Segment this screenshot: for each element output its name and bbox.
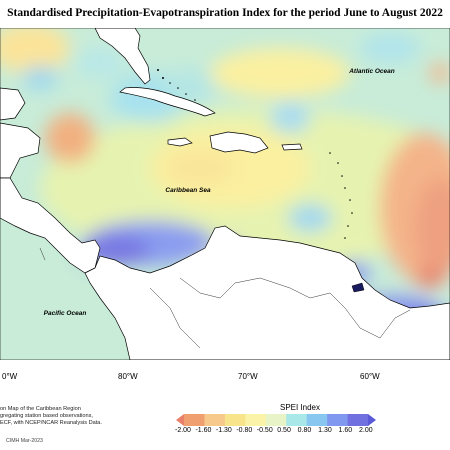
legend-swatch	[347, 414, 369, 426]
legend-swatch-low	[176, 414, 184, 426]
florida-landmass	[94, 28, 151, 85]
legend-swatch	[306, 414, 328, 426]
legend-swatch	[245, 414, 267, 426]
credit-text: CIMH Mar-2023	[6, 438, 43, 444]
pacific-ocean-label: Pacific Ocean	[44, 310, 87, 317]
legend-title: SPEI Index	[279, 403, 321, 412]
legend-tick-label: 1.60	[338, 427, 353, 434]
legend-tick-label: -1.30	[215, 427, 232, 434]
legend-swatch-high	[368, 414, 376, 426]
legend-tick-label: -2.00	[175, 427, 191, 434]
cuba-landmass	[119, 87, 216, 117]
central-america-isthmus	[0, 177, 101, 274]
atlantic-ocean-label: Atlantic Ocean	[348, 68, 395, 75]
legend-tick-label: 0.50	[277, 427, 291, 434]
legend-tick-label: 2.00	[359, 427, 373, 434]
country-borders	[39, 247, 411, 349]
legend-swatch	[327, 414, 348, 426]
legend-swatch	[184, 414, 205, 426]
legend-swatch	[265, 414, 287, 426]
lon-label-60w: 60°W	[360, 372, 380, 381]
legend-colorbar	[176, 414, 376, 426]
map-title: Standardised Precipitation-Evapotranspir…	[7, 7, 443, 19]
lon-label-70w: 70°W	[238, 372, 258, 381]
legend-tick-label: 1.30	[318, 427, 332, 434]
note-line-3: ECF, with NCEP/NCAR Reanalysis Data.	[0, 420, 102, 426]
note-line-2: gregating station based observations,	[0, 413, 93, 419]
legend-swatch	[224, 414, 246, 426]
lon-label-80w: 80°W	[118, 372, 138, 381]
caribbean-sea-label: Caribbean Sea	[165, 187, 211, 194]
jamaica-landmass	[167, 137, 193, 147]
spei-map: Atlantic Ocean Caribbean Sea Pacific Oce…	[0, 28, 450, 360]
legend-swatch	[286, 414, 307, 426]
legend-tick-label: -1.60	[195, 427, 212, 434]
legend-tick-label: -0.50	[256, 427, 273, 434]
puerto-rico-landmass	[281, 143, 303, 151]
trinidad-landmass	[351, 282, 365, 293]
lon-label-edge: 0°W	[2, 372, 18, 381]
note-line-1: on Map of the Caribbean Region	[0, 406, 81, 412]
small-islands	[157, 69, 353, 239]
legend-swatch	[204, 414, 226, 426]
yucatan-landmass	[0, 87, 26, 121]
legend-tick-label: -0.80	[236, 427, 253, 434]
hispaniola-landmass	[209, 131, 269, 154]
legend-tick-label: 0.80	[297, 427, 312, 434]
